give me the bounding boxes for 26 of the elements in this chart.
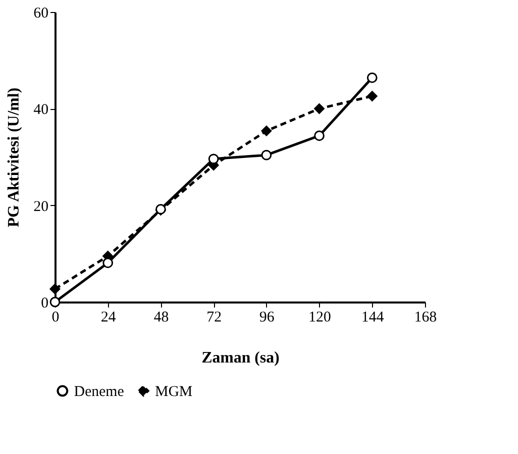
x-tick-label: 48 [154,310,169,326]
point [261,126,272,136]
x-tick-label: 96 [259,310,275,326]
point [208,154,219,164]
y-axis-title: PG Aktivitesi (U/ml) [6,88,22,228]
y-tick-label: 60 [34,6,48,22]
point [102,258,114,268]
x-tick-label: 168 [414,310,437,326]
y-tick-label: 0 [41,296,48,312]
y-tick-label: 40 [34,102,48,118]
point [314,103,325,114]
point [50,284,60,294]
x-tick-label: 72 [206,310,222,326]
x-tick-label: 0 [52,310,60,326]
point [261,150,272,160]
point [50,296,60,308]
y-tick-label: 20 [34,198,48,215]
x-tick-label: 144 [361,310,384,326]
point [366,90,378,102]
legend-label: Deneme [74,384,124,400]
x-axis-title: Zaman (sa) [202,350,280,366]
x-tick-label: 120 [308,310,332,326]
legend-label: MGM [155,384,193,400]
x-tick-label: 24 [100,310,116,326]
point [366,72,378,83]
point [314,130,325,141]
